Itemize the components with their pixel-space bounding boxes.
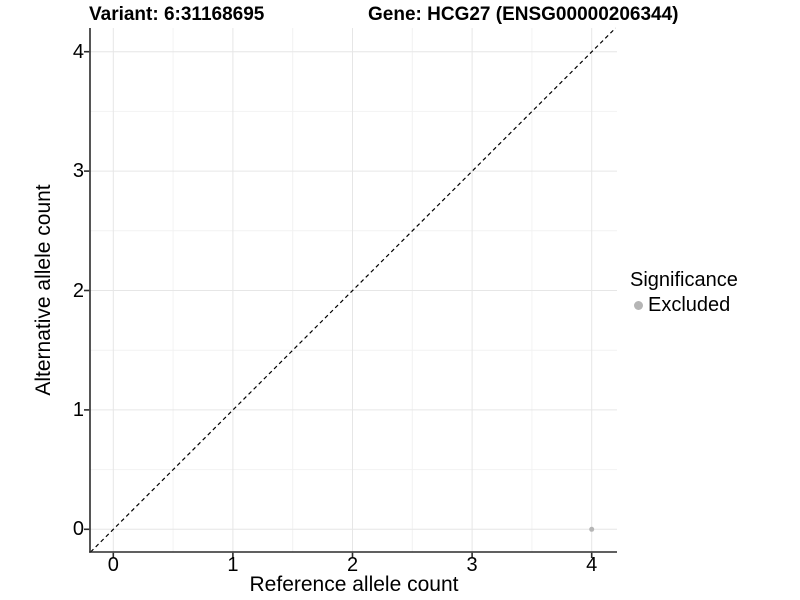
y-tick-label-1: 1 — [72, 398, 84, 421]
scatter-point-excluded — [589, 526, 595, 532]
legend-title: Significance — [630, 269, 738, 291]
legend-item-label: Excluded — [648, 294, 731, 316]
y-tick-label-3: 3 — [72, 160, 84, 183]
excluded-dot-icon — [634, 301, 643, 310]
x-axis-title: Reference allele count — [249, 573, 459, 596]
x-tick-label-4: 4 — [586, 554, 598, 576]
identity-line — [90, 27, 617, 553]
y-tick-label-2: 2 — [72, 279, 84, 302]
gene-title: Gene: HCG27 (ENSG00000206344) — [368, 4, 679, 25]
axis-lines — [89, 28, 617, 553]
legend-item-excluded: Excluded — [630, 293, 738, 317]
legend: Significance Excluded — [630, 268, 738, 317]
x-tick-label-3: 3 — [466, 554, 478, 576]
x-tick-label-2: 2 — [346, 554, 359, 576]
grid-major — [90, 28, 617, 552]
y-tick-label-0: 0 — [72, 518, 84, 541]
variant-title: Variant: 6:31168695 — [89, 4, 265, 25]
axis-ticks — [84, 50, 593, 558]
data-points — [589, 526, 595, 532]
x-tick-label-0: 0 — [107, 554, 119, 576]
y-axis-title: Alternative allele count — [32, 184, 55, 396]
x-tick-label-1: 1 — [227, 554, 239, 576]
y-tick-label-4: 4 — [72, 40, 84, 63]
